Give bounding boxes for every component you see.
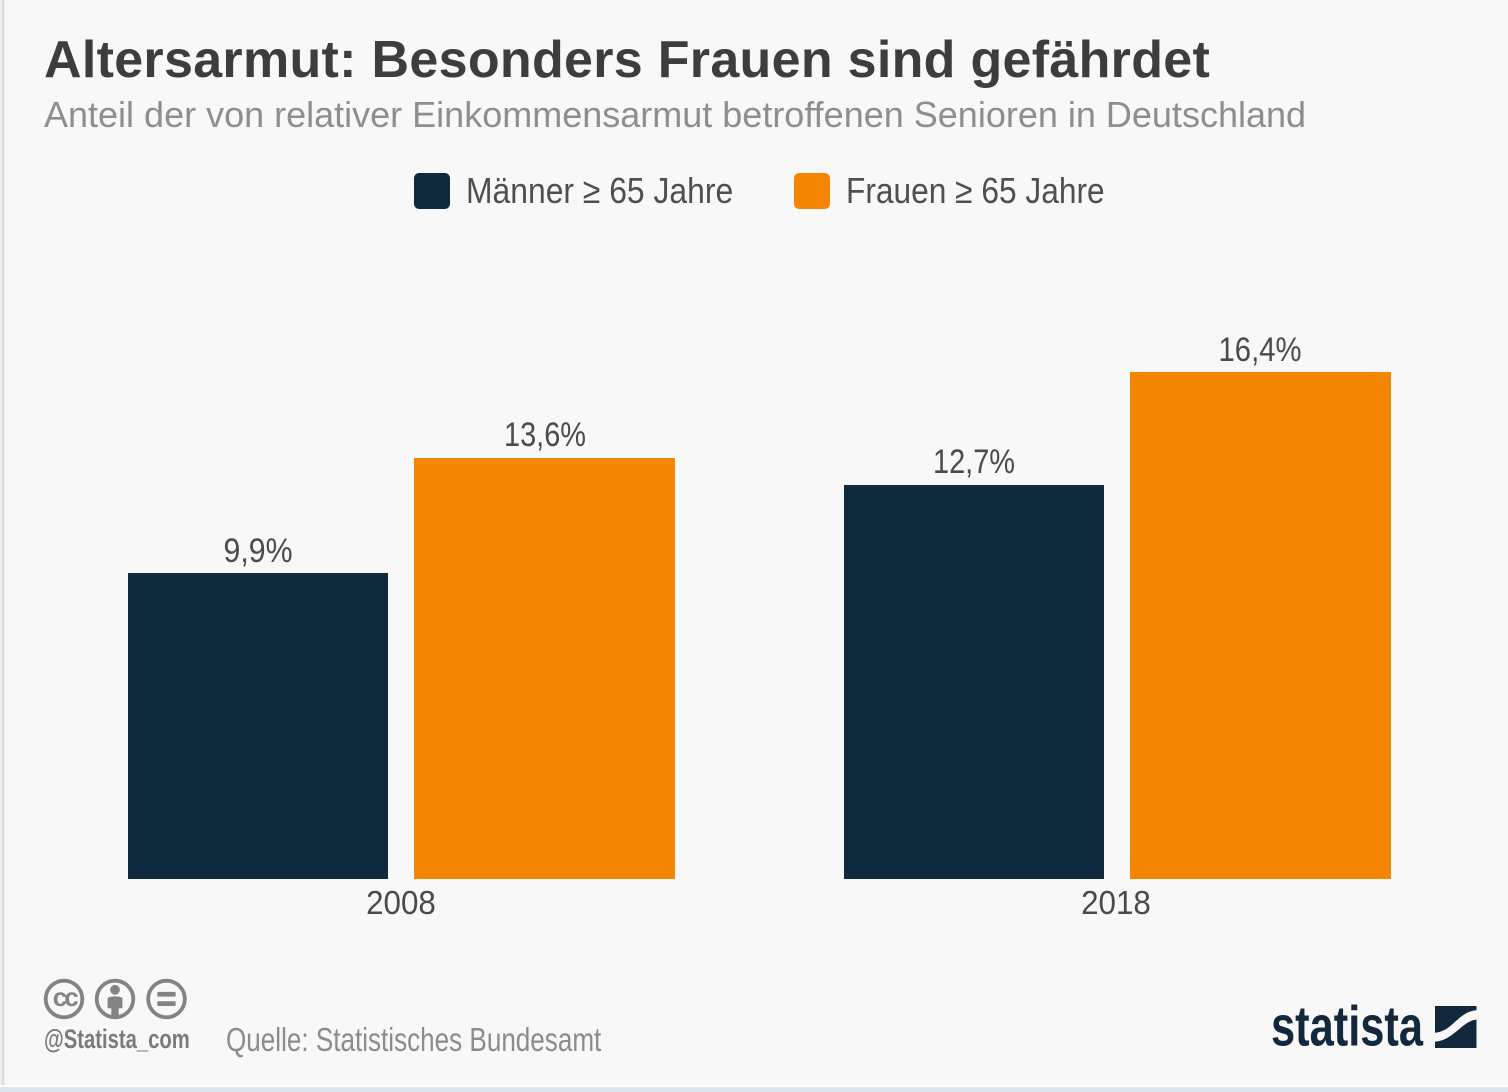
svg-text:cc: cc <box>53 982 78 1012</box>
svg-text:statista: statista <box>1271 998 1424 1054</box>
